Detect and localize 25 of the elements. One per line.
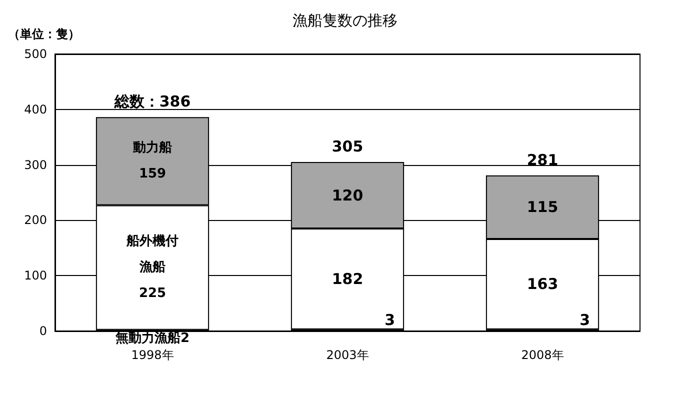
series-label: 動力船 <box>132 140 172 156</box>
data-label: 159 <box>138 166 166 182</box>
y-tick-label: 300 <box>24 158 47 172</box>
y-tick-label: 500 <box>24 47 47 61</box>
data-label: 225 <box>138 286 166 302</box>
y-tick-label: 100 <box>24 268 47 283</box>
total-label: 総数：386 <box>113 92 191 111</box>
text: 無動力漁船2 <box>115 331 190 346</box>
data-label: 182 <box>332 270 364 288</box>
series-label: 船外機付漁船 <box>126 234 178 276</box>
y-tick-label: 0 <box>39 324 47 338</box>
total-label: 281 <box>526 150 558 169</box>
total-label: 305 <box>332 138 364 156</box>
chart-title: 漁船隻数の推移 <box>292 12 398 30</box>
y-tick-label: 200 <box>24 213 47 228</box>
data-label: 163 <box>526 275 558 294</box>
y-axis-title: （単位：隻） <box>8 27 80 41</box>
y-tick-label: 400 <box>24 102 47 116</box>
data-label: 115 <box>526 198 558 216</box>
data-label: 3 <box>580 310 590 329</box>
data-label: 120 <box>332 186 364 204</box>
x-tick-label: 1998年 <box>131 348 174 362</box>
x-tick-label: 2008年 <box>521 348 564 362</box>
data-label: 3 <box>384 310 396 329</box>
x-tick-label: 2003年 <box>326 348 369 362</box>
